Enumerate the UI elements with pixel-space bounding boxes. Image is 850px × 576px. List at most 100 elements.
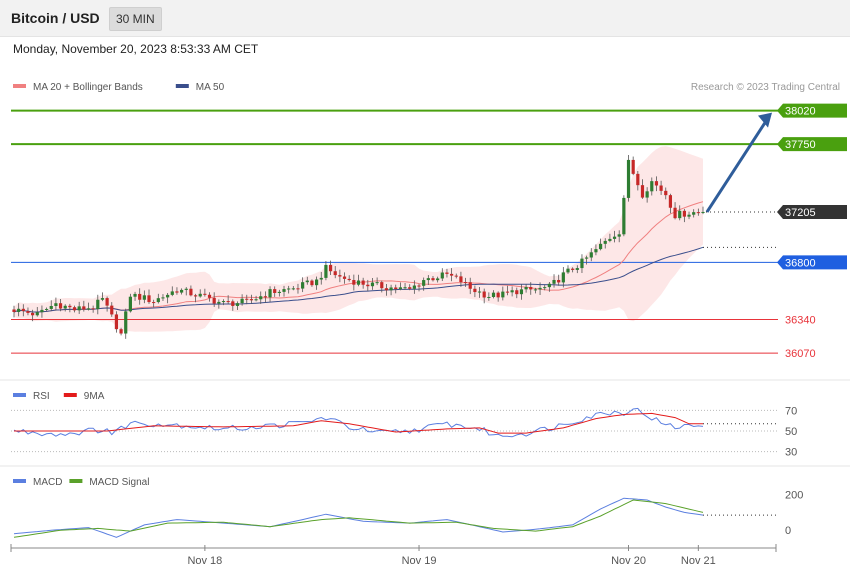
datetime-label: Monday, November 20, 2023 8:53:33 AM CET [13,42,259,56]
candle-body [91,308,95,310]
candle-body [533,289,538,291]
candle-body [678,210,682,219]
candle-body [17,308,21,312]
x-tick-label-1: Nov 19 [402,555,437,567]
candle-body [636,173,640,186]
candle-body [35,312,39,316]
candle-body [26,311,30,313]
candle-body [240,298,244,304]
last-price-tag [777,204,847,219]
macd-tick-0: 0 [785,525,791,537]
candle-body [40,309,44,313]
candle-body [235,303,240,306]
candle-body [361,280,365,285]
candle-body [519,289,524,295]
candle-body [100,298,105,300]
candle-body [119,329,123,334]
macd-signal-line [13,499,704,538]
candle-body [179,289,184,293]
macd-tick-200: 200 [785,490,803,502]
candle-body [212,297,216,304]
candle-body [370,282,375,287]
candle-body [138,293,142,300]
candle-body [557,279,561,283]
legend-label-macd: MACD [33,477,62,488]
candle-body [664,190,668,196]
candle-body [650,181,654,192]
x-tick-label-0: Nov 18 [187,555,222,567]
candle-body [161,297,165,299]
candle-body [296,288,300,290]
legend-swatch-macd-signal [69,479,83,483]
candle-body [450,273,454,276]
candle-body [310,280,314,286]
candle-body [259,296,263,300]
candle-body [184,288,188,290]
candle-body [505,291,510,293]
candle-body [324,264,328,278]
candle-body [459,276,463,283]
candle-body [440,272,444,279]
candle-body [12,309,16,312]
legend-label-macd-signal: MACD Signal [89,477,149,488]
level-label-37750: 37750 [785,139,816,151]
instrument-title: Bitcoin / USD [11,10,100,26]
candle-body [477,291,482,293]
candle-body [612,236,617,239]
level-label-36070: 36070 [785,348,816,360]
candle-body [245,298,249,300]
candle-body [468,282,472,289]
candle-body [170,291,174,295]
rsi-tick-30: 30 [785,447,797,459]
candle-body [58,303,63,309]
candle-body [589,252,593,258]
candle-body [68,305,72,308]
candle-body [156,298,160,303]
level-label-36800: 36800 [785,257,816,269]
candle-body [552,279,556,284]
candle-body [412,285,416,289]
rsi-9ma-line [14,412,703,434]
candle-body [63,305,67,309]
candle-body [77,306,81,311]
candle-body [645,191,649,198]
level-tag-36800 [777,255,847,270]
candle-body [701,211,705,213]
candle-body [422,280,426,286]
candle-body [142,295,146,300]
candle-body [207,294,212,298]
candle-body [473,288,477,293]
target-arrow-line [705,118,769,213]
candle-body [249,299,254,301]
candle-body [571,268,575,270]
candle-body [110,305,114,315]
candle-body [198,293,202,297]
candle-body [496,292,500,298]
level-label-36340: 36340 [785,315,816,327]
timeframe-button[interactable]: 30 MIN [109,7,162,31]
candle-body [445,272,449,274]
candle-body [263,296,267,298]
candle-body [398,287,402,290]
target-arrow-head [758,112,772,128]
candle-body [96,299,100,310]
candle-body [403,287,407,289]
candle-body [682,210,686,217]
macd-line [13,497,704,538]
legend-label-rsi-9ma: 9MA [84,391,105,402]
candle-body [692,212,696,215]
candle-body [287,288,291,290]
candle-body [366,284,370,287]
candle-body [580,258,584,269]
candle-body [673,207,677,219]
candle-body [482,291,486,298]
candle-body [49,306,53,309]
candle-body [128,296,132,312]
level-tag-38020 [777,103,847,118]
candle-body [524,287,528,290]
candle-body [305,280,309,283]
candle-body [566,268,570,273]
candle-body [124,311,128,334]
candle-body [380,282,384,289]
